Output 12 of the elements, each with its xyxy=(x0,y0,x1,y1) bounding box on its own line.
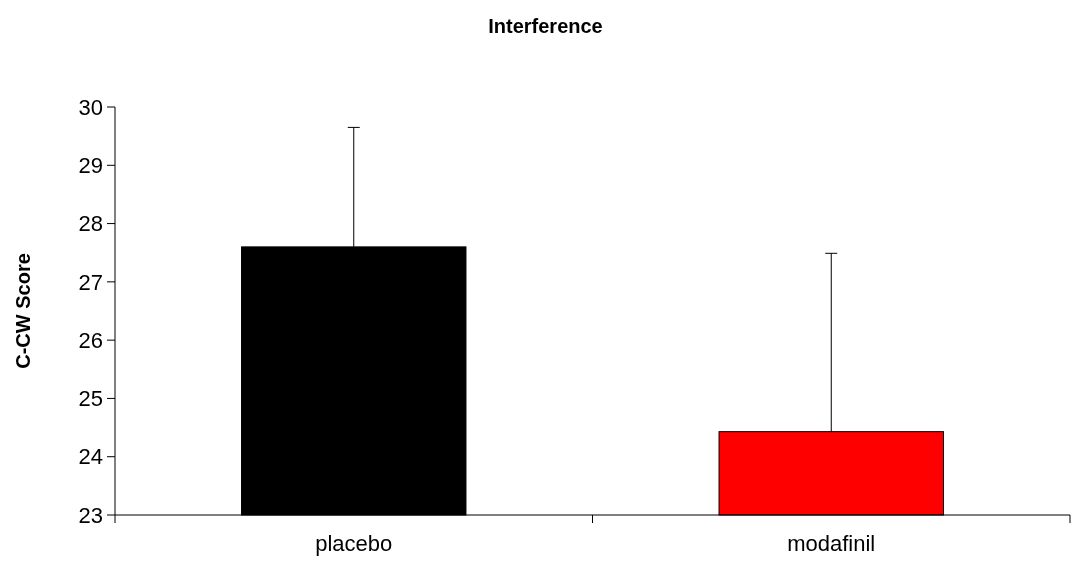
y-tick-label: 24 xyxy=(78,444,103,470)
y-tick-label: 28 xyxy=(78,211,103,237)
y-tick-label: 30 xyxy=(78,94,103,120)
y-tick-label: 23 xyxy=(78,502,103,528)
y-tick-label: 26 xyxy=(78,327,103,353)
chart-title: Interference xyxy=(488,15,603,37)
x-tick-label: placebo xyxy=(315,531,393,556)
y-axis-title: C-CW Score xyxy=(12,253,34,369)
y-tick-label: 25 xyxy=(78,386,103,412)
y-tick-label: 29 xyxy=(78,152,103,178)
y-tick-label: 27 xyxy=(78,269,103,295)
x-tick-label: modafinil xyxy=(787,531,876,556)
